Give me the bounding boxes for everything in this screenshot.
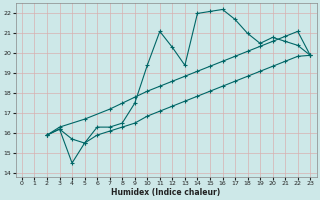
X-axis label: Humidex (Indice chaleur): Humidex (Indice chaleur) — [111, 188, 221, 197]
